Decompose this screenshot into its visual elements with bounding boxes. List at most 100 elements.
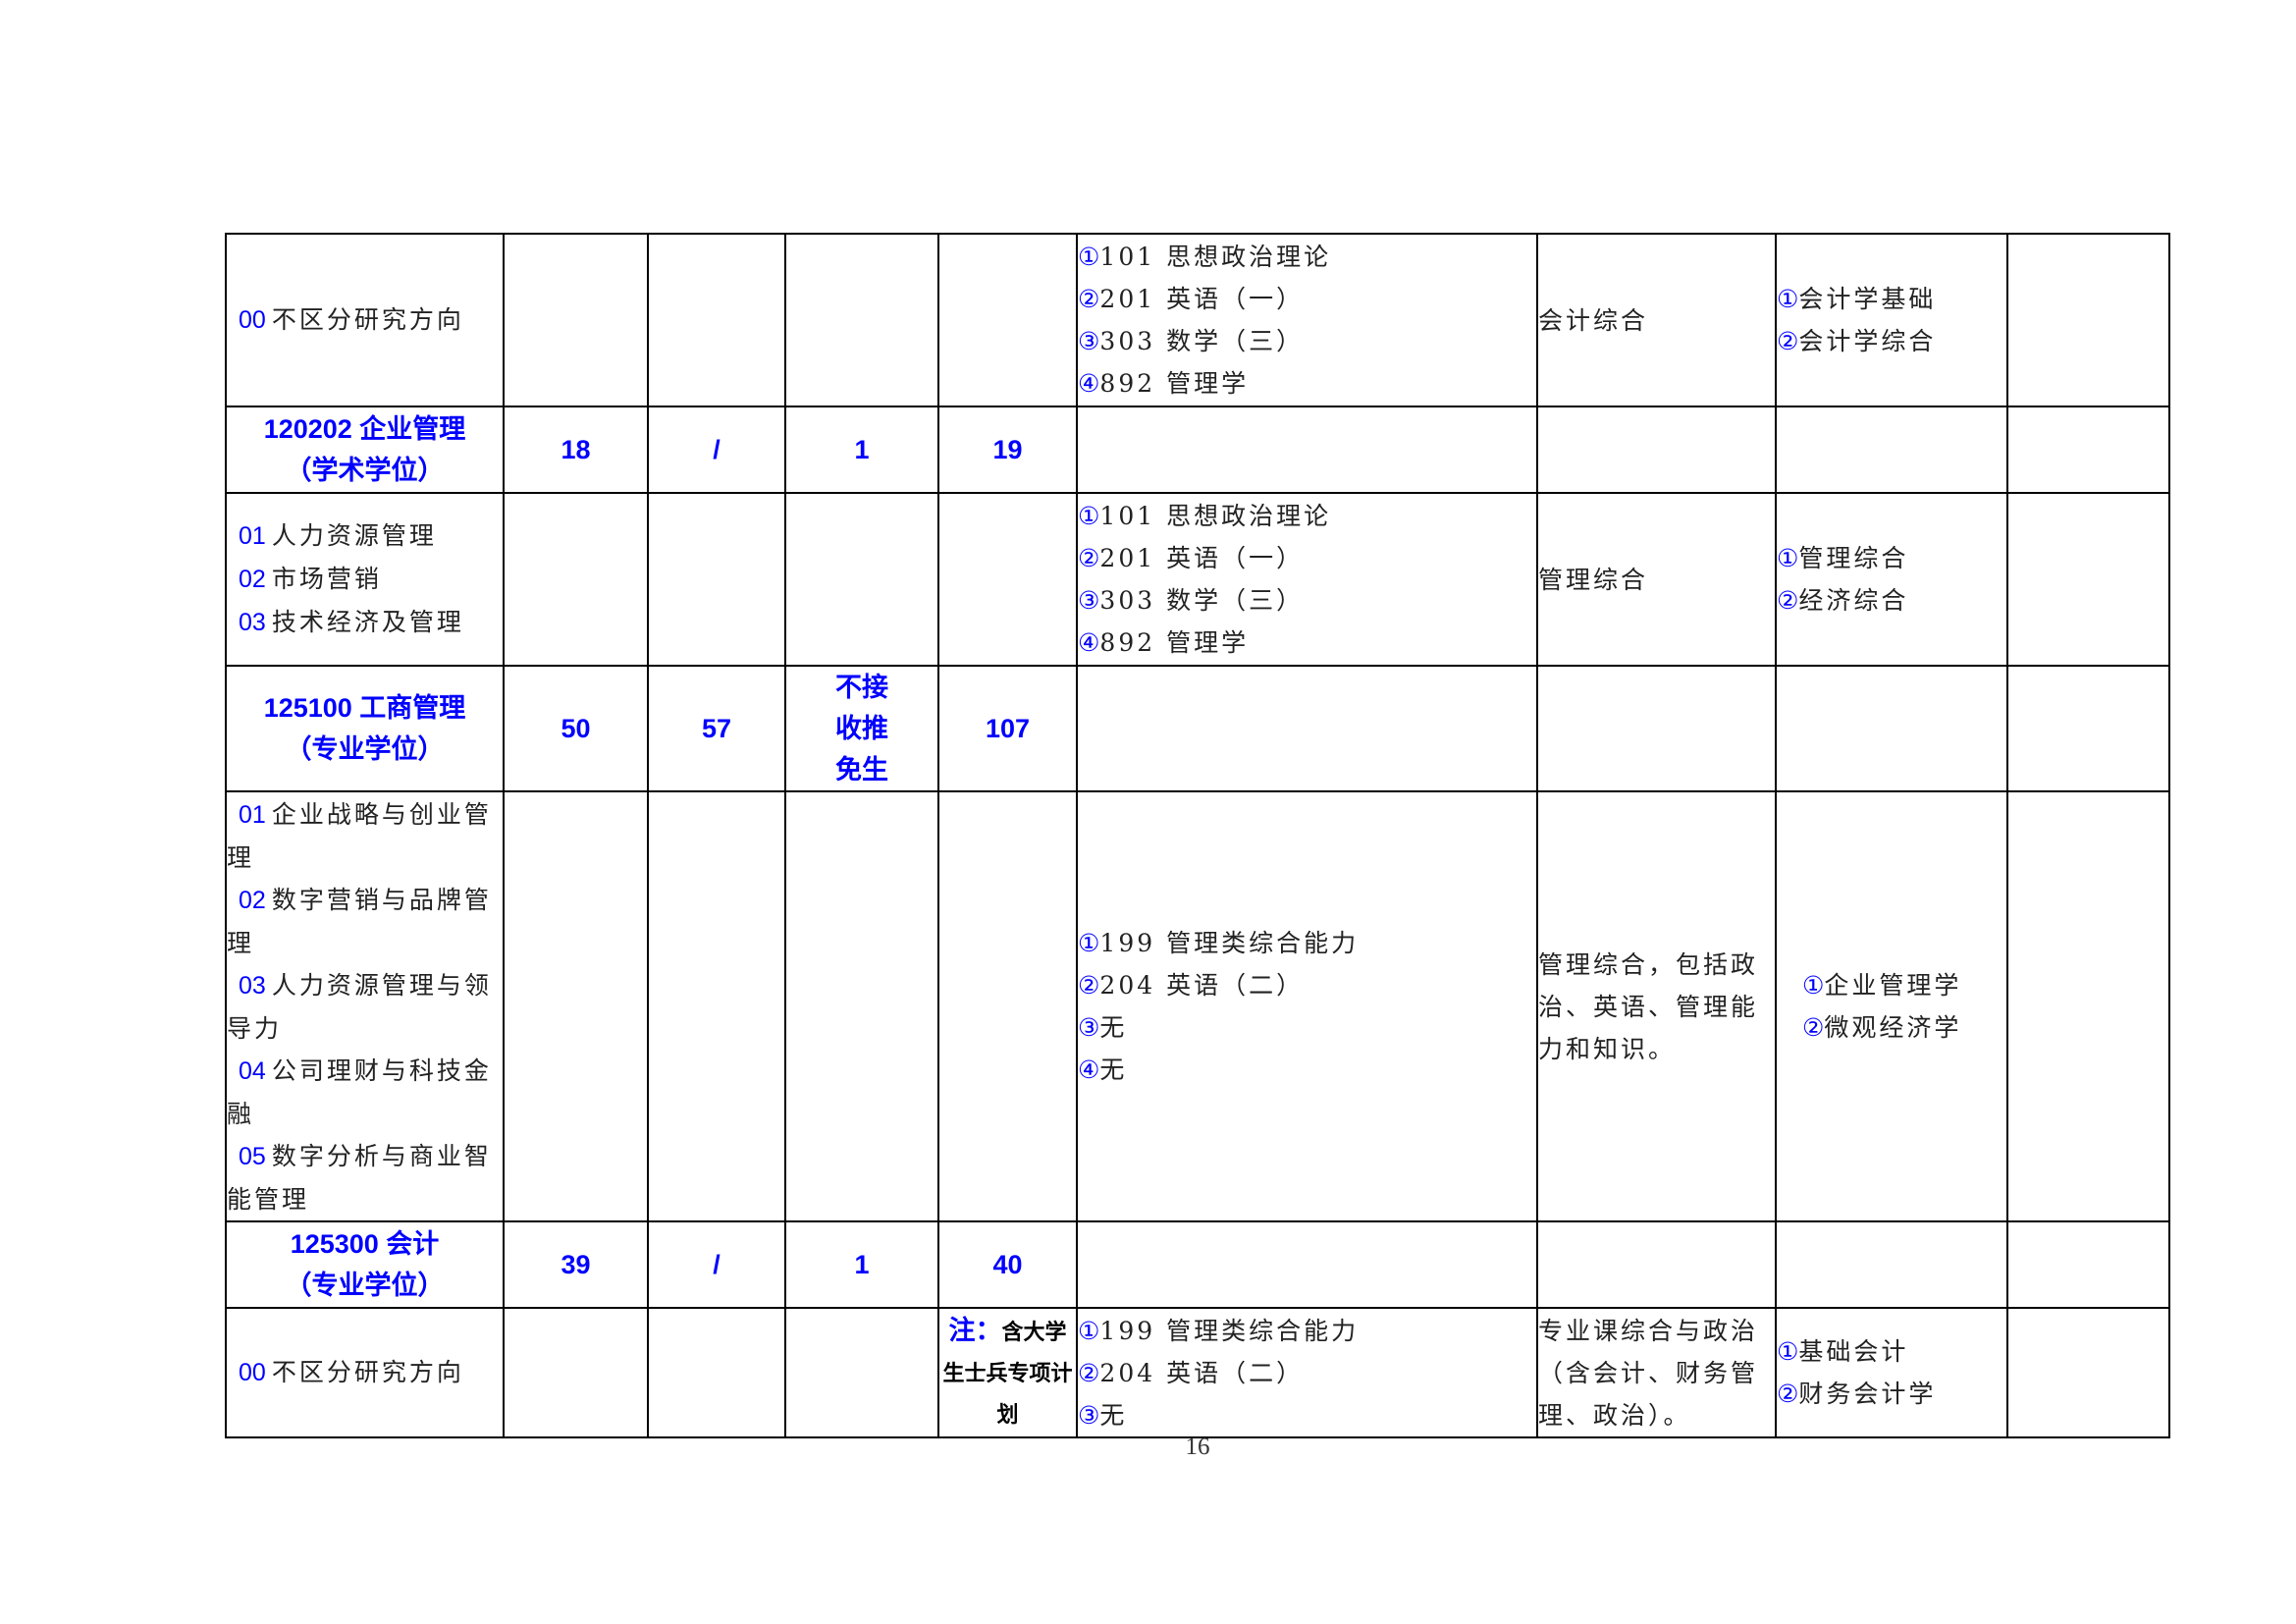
retest-cell: 专业课综合与政治（含会计、财务管理、政治）。	[1536, 1307, 1777, 1438]
quota-3-cell: 1	[784, 406, 939, 494]
empty-cell	[784, 1307, 939, 1438]
quota-3-cell: 不接收推免生	[784, 665, 939, 792]
direction-item: 05 数字分析与商业智能管理	[227, 1135, 502, 1220]
empty-cell	[503, 790, 649, 1222]
exam-subject: 无	[1099, 1400, 1128, 1430]
empty-cell	[1775, 1220, 2008, 1309]
exam-subject: 201 英语（一）	[1099, 285, 1305, 313]
exam-item: ②201 英语（一）	[1079, 537, 1535, 579]
direction-item: 03 技术经济及管理	[228, 601, 502, 644]
exam-item: ①101 思想政治理论	[1078, 495, 1535, 537]
direction-name: 不区分研究方向	[271, 1358, 464, 1386]
exam-subject: 204 英语（二）	[1099, 1358, 1305, 1387]
major-title: 125100 工商管理	[263, 693, 466, 723]
quota-2: 57	[701, 714, 732, 743]
direction-item: 00 不区分研究方向	[228, 298, 502, 342]
direction-name: 不区分研究方向	[271, 305, 464, 334]
remarks-cell	[2006, 1307, 2170, 1438]
empty-cell	[2006, 665, 2170, 792]
direction-item: 03 人力资源管理与领导力	[227, 964, 502, 1050]
retest-subject: 专业课综合与政治（含会计、财务管理、政治）。	[1538, 1316, 1759, 1430]
direction-item: 01 人力资源管理	[228, 514, 502, 558]
exam-subject: 892 管理学	[1099, 369, 1250, 398]
direction-code: 05	[239, 1142, 266, 1170]
empty-cell	[1536, 665, 1777, 792]
direction-name: 数字分析与商业智能管理	[227, 1141, 492, 1214]
direction-code: 04	[239, 1056, 266, 1085]
exam-subject: 303 数学（三）	[1099, 586, 1305, 615]
direction-name: 企业战略与创业管理	[227, 799, 492, 872]
extra-subject: 会计学基础	[1798, 285, 1937, 313]
empty-cell	[647, 790, 786, 1222]
circled-number: ④	[1078, 628, 1100, 657]
extra-subject: 会计学综合	[1798, 327, 1937, 355]
extra-item: ②会计学综合	[1778, 320, 2005, 362]
direction-row: 00 不区分研究方向 ①101 思想政治理论 ②201 英语（一） ③303 数学（三）…	[225, 233, 2170, 407]
extra-subject: 基础会计	[1798, 1337, 1909, 1366]
empty-cell	[784, 233, 939, 407]
extra-subject: 经济综合	[1798, 586, 1909, 615]
direction-name: 技术经济及管理	[271, 608, 464, 636]
extra-item: ②经济综合	[1777, 579, 2005, 622]
exam-item: ①199 管理类综合能力	[1079, 922, 1535, 964]
direction-code: 02	[239, 886, 266, 914]
exam-subjects-cell: ①199 管理类综合能力 ②204 英语（二） ③无 ④无	[1076, 790, 1538, 1222]
major-cell: 125100 工商管理 （专业学位）	[225, 665, 505, 792]
empty-cell	[1536, 406, 1777, 494]
major-row: 120202 企业管理 （学术学位） 18 / 1 19	[225, 406, 2170, 494]
extra-item: ①会计学基础	[1778, 278, 2005, 320]
retest-cell: 会计综合	[1536, 233, 1777, 407]
note-cell	[937, 492, 1078, 667]
direction-name: 人力资源管理与领导力	[227, 970, 492, 1043]
extra-subject: 财务会计学	[1798, 1380, 1937, 1408]
extra-item: ②微观经济学	[1802, 1006, 2005, 1049]
enrollment-table: 00 不区分研究方向 ①101 思想政治理论 ②201 英语（一） ③303 数学（三）…	[225, 233, 2170, 1438]
empty-cell	[647, 233, 786, 407]
circled-number: ①	[1777, 544, 1799, 572]
extra-item: ①管理综合	[1777, 537, 2005, 579]
circled-number: ②	[1078, 1358, 1100, 1387]
exam-subjects-cell: ①101 思想政治理论 ②201 英语（一） ③303 数学（三） ④892 管理学	[1076, 233, 1538, 407]
circled-number: ②	[1777, 586, 1799, 615]
quota-2: /	[713, 1250, 721, 1279]
quota-total-cell: 107	[937, 665, 1078, 792]
circled-number: ①	[1078, 1316, 1100, 1345]
empty-cell	[503, 1307, 649, 1438]
major-row: 125100 工商管理 （专业学位） 50 57 不接收推免生 107	[225, 665, 2170, 792]
quota-3: 1	[854, 1250, 870, 1279]
major-cell: 120202 企业管理 （学术学位）	[225, 406, 505, 494]
direction-item: 02 数字营销与品牌管理	[228, 879, 502, 964]
retest-subject: 会计综合	[1538, 305, 1649, 335]
direction-code: 03	[239, 971, 266, 1000]
circled-number: ①	[1078, 502, 1100, 530]
extra-subject: 企业管理学	[1824, 971, 1962, 1000]
quota-1: 18	[561, 435, 591, 464]
exam-subject: 无	[1099, 1013, 1128, 1042]
empty-cell	[1536, 1220, 1777, 1309]
exam-subject: 无	[1099, 1056, 1128, 1084]
circled-number: ②	[1078, 285, 1100, 313]
quota-total: 107	[985, 714, 1031, 743]
exam-item: ②204 英语（二）	[1078, 1352, 1535, 1394]
directions-cell: 00 不区分研究方向	[225, 233, 505, 407]
retest-cell: 管理综合，包括政治、英语、管理能力和知识。	[1536, 790, 1777, 1222]
exam-subject: 101 思想政治理论	[1099, 502, 1332, 530]
direction-code: 01	[239, 800, 266, 829]
circled-number: ②	[1802, 1013, 1825, 1042]
empty-cell	[1775, 406, 2008, 494]
quota-3: 1	[854, 435, 870, 464]
exam-subjects-cell: ①199 管理类综合能力 ②204 英语（二） ③无	[1076, 1307, 1538, 1438]
retest-cell: 管理综合	[1536, 492, 1777, 667]
quota-2: /	[713, 435, 721, 464]
exam-item: ③303 数学（三）	[1079, 579, 1535, 622]
circled-number: ④	[1078, 369, 1100, 398]
note-label: 注：	[948, 1316, 1002, 1345]
direction-name: 市场营销	[271, 565, 382, 593]
direction-item: 01 企业战略与创业管理	[227, 793, 502, 879]
major-cell: 125300 会计 （专业学位）	[225, 1220, 505, 1309]
direction-code: 03	[239, 609, 266, 636]
direction-item: 04 公司理财与科技金融	[228, 1050, 502, 1135]
empty-cell	[503, 233, 649, 407]
empty-cell	[2006, 1220, 2170, 1309]
note-cell: 注：含大学生士兵专项计划	[937, 1307, 1078, 1438]
